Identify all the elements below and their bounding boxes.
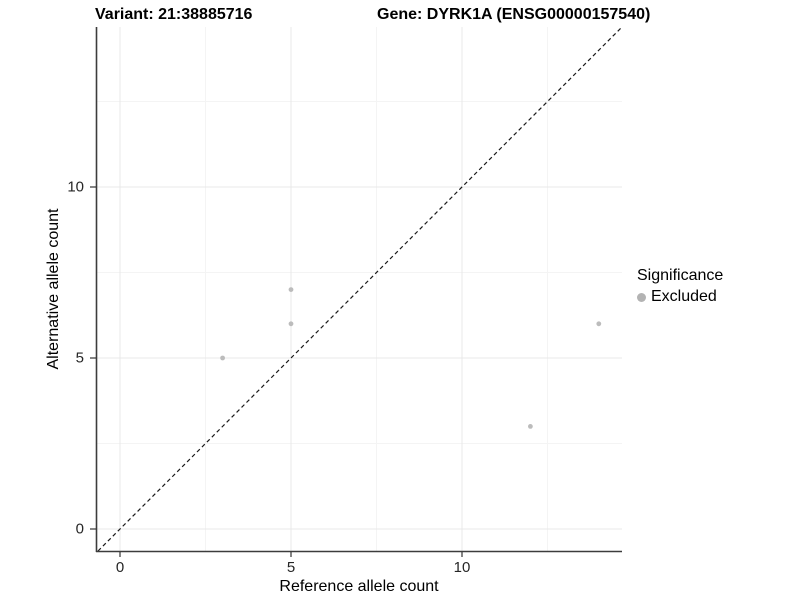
legend-item-label: Excluded	[651, 288, 717, 305]
x-tick-label: 5	[286, 559, 296, 576]
legend-title: Significance	[637, 267, 724, 284]
data-point	[288, 321, 294, 327]
x-tick-label: 0	[115, 559, 125, 576]
legend-item-excluded: Excluded	[637, 288, 723, 306]
legend-point-icon	[637, 292, 646, 302]
y-axis-title: Alternative allele count	[45, 208, 62, 370]
legend: Significance Excluded	[637, 267, 723, 306]
y-tick-label: 5	[75, 349, 84, 367]
title-variant: Variant: 21:38885716	[95, 6, 253, 23]
data-point	[220, 355, 226, 361]
data-point	[596, 321, 602, 327]
y-tick-label: 0	[75, 520, 84, 538]
y-tick-label: 10	[67, 178, 84, 196]
x-tick-label: 10	[453, 559, 471, 576]
data-point	[288, 287, 294, 292]
title-gene: Gene: DYRK1A (ENSG00000157540)	[377, 6, 651, 23]
identity-dashed-line	[97, 26, 623, 552]
data-point	[528, 424, 533, 429]
x-axis-title: Reference allele count	[279, 578, 439, 595]
